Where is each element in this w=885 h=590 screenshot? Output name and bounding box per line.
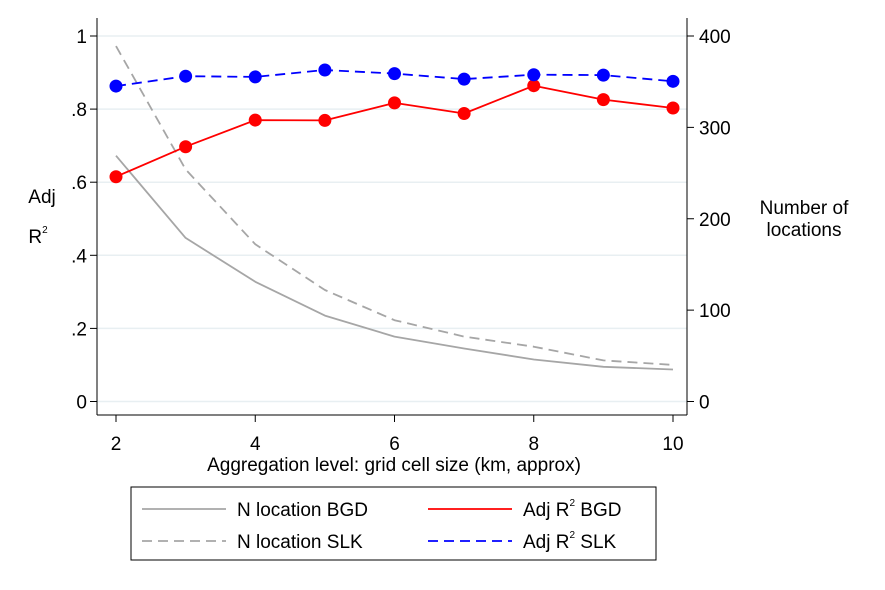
y-right-axis-label: Number of locations <box>760 198 849 241</box>
series-3-point-6 <box>527 68 541 82</box>
series-3-point-8 <box>666 74 680 88</box>
series-2-point-3 <box>318 113 332 127</box>
y-right-tick-label-4: 400 <box>699 27 731 48</box>
legend: N location BGD N location SLK Adj R2 BGD Ad… <box>130 486 657 561</box>
series-3-point-2 <box>248 70 262 84</box>
x-axis-label: Aggregation level: grid cell size (km, a… <box>207 455 581 476</box>
grid <box>97 35 687 403</box>
legend-label-1: N location SLK <box>237 532 363 553</box>
x-tick-label-2: 6 <box>389 434 400 455</box>
y-right-tick-label-3: 300 <box>699 118 731 139</box>
series-2-point-4 <box>388 96 401 110</box>
series-2-point-6 <box>527 79 541 93</box>
y-right-axis-label-line1: Number of <box>760 198 849 219</box>
x-tick-label-3: 8 <box>528 434 539 455</box>
series-line-0 <box>115 155 674 371</box>
y-left-axis-label-sup: 2 <box>42 225 48 236</box>
series <box>109 45 680 371</box>
y-right-tick-label-1: 100 <box>699 301 731 322</box>
series-3-point-5 <box>457 72 471 86</box>
series-2-point-2 <box>248 113 262 127</box>
y-left-tick-label-3: .6 <box>71 173 87 194</box>
y-left-axis-label-line2: R2 <box>28 225 48 248</box>
series-2-point-1 <box>179 140 193 154</box>
legend-label-0: N location BGD <box>237 500 368 521</box>
series-3-point-3 <box>318 63 332 77</box>
series-3-point-4 <box>388 67 401 81</box>
series-2-point-0 <box>109 170 123 184</box>
series-2-point-5 <box>457 106 471 120</box>
y-left-axis-label: Adj R2 <box>28 187 55 248</box>
series-2-point-7 <box>596 93 610 107</box>
y-right-axis-label-line2: locations <box>767 220 842 241</box>
y-left-tick-label-4: .8 <box>71 100 87 121</box>
y-right-tick-label-2: 200 <box>699 210 731 231</box>
y-right-tick-label-0: 0 <box>699 393 710 414</box>
y-left-tick-label-1: .2 <box>71 319 87 340</box>
y-left-axis-label-r: R <box>28 227 42 248</box>
x-tick-label-0: 2 <box>111 434 122 455</box>
y-left-tick-label-2: .4 <box>71 246 87 267</box>
legend-label-3: Adj R2 SLK <box>523 530 617 553</box>
series-line-1 <box>115 45 674 366</box>
series-3-point-0 <box>109 79 123 93</box>
y-left-tick-label-0: 0 <box>76 393 87 414</box>
y-left-axis-label-line1: Adj <box>28 187 55 208</box>
series-3-point-7 <box>596 68 610 82</box>
x-tick-label-4: 10 <box>662 434 683 455</box>
legend-label-2: Adj R2 BGD <box>523 498 621 521</box>
series-2-point-8 <box>666 101 680 115</box>
x-tick-label-1: 4 <box>250 434 261 455</box>
y-left-tick-label-5: 1 <box>76 27 87 48</box>
series-3-point-1 <box>179 69 193 83</box>
legend-box <box>130 486 657 561</box>
